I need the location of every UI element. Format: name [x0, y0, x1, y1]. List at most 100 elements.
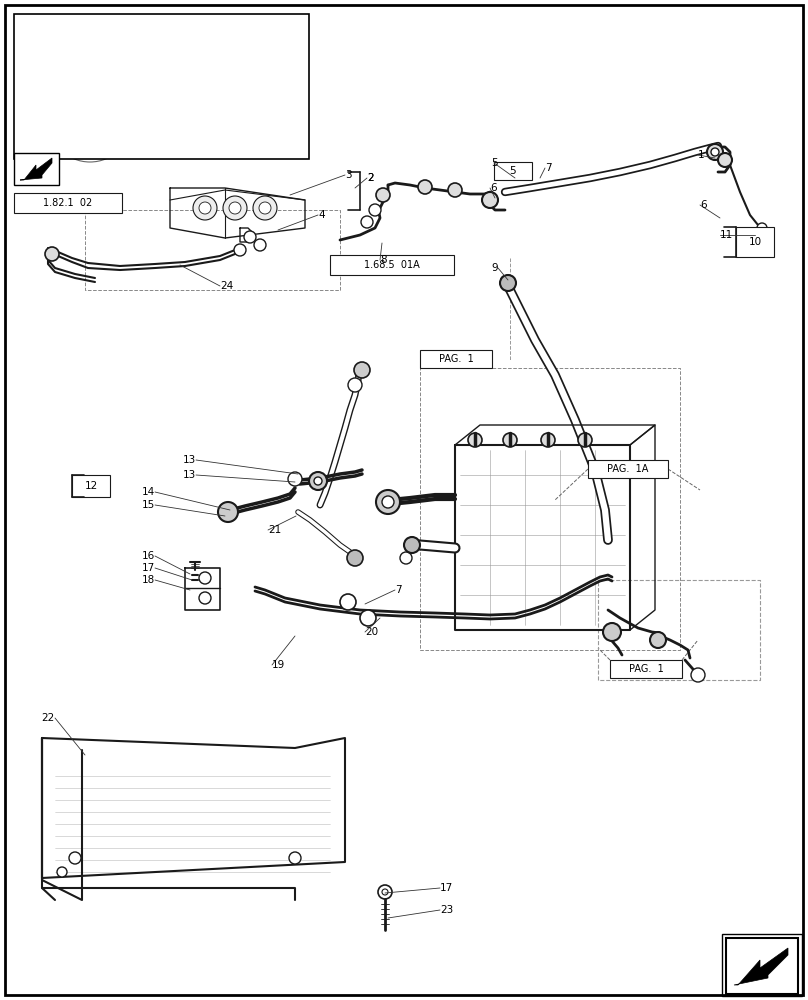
- Circle shape: [229, 202, 241, 214]
- Bar: [610, 660, 682, 678]
- Circle shape: [347, 550, 363, 566]
- Circle shape: [750, 233, 760, 243]
- Circle shape: [500, 275, 516, 291]
- Circle shape: [199, 592, 211, 604]
- Text: 12: 12: [84, 481, 98, 491]
- Text: 15: 15: [141, 500, 155, 510]
- Text: 1.68.5  01A: 1.68.5 01A: [364, 260, 420, 270]
- Text: 9: 9: [491, 263, 498, 273]
- Circle shape: [214, 107, 246, 139]
- Bar: [420, 350, 492, 368]
- Text: 21: 21: [268, 525, 281, 535]
- Circle shape: [361, 216, 373, 228]
- Circle shape: [382, 889, 388, 895]
- Text: 5: 5: [510, 166, 516, 176]
- Circle shape: [757, 223, 767, 233]
- Circle shape: [288, 472, 302, 486]
- Bar: [722, 934, 802, 996]
- Circle shape: [360, 610, 376, 626]
- Bar: [736, 227, 774, 257]
- Circle shape: [382, 496, 394, 508]
- Circle shape: [45, 247, 59, 261]
- Text: 7: 7: [395, 585, 402, 595]
- Circle shape: [193, 196, 217, 220]
- Bar: [72, 475, 110, 497]
- Text: 16: 16: [141, 551, 155, 561]
- Circle shape: [57, 867, 67, 877]
- Text: 23: 23: [440, 905, 453, 915]
- Circle shape: [254, 239, 266, 251]
- Bar: [588, 460, 668, 478]
- Circle shape: [244, 231, 256, 243]
- Circle shape: [482, 192, 498, 208]
- Circle shape: [234, 244, 246, 256]
- Circle shape: [376, 490, 400, 514]
- Circle shape: [468, 433, 482, 447]
- Circle shape: [289, 852, 301, 864]
- Text: 3: 3: [345, 170, 351, 180]
- Circle shape: [314, 477, 322, 485]
- Circle shape: [400, 552, 412, 564]
- Circle shape: [369, 204, 381, 216]
- Text: 18: 18: [141, 575, 155, 585]
- Text: 13: 13: [183, 455, 196, 465]
- Circle shape: [354, 362, 370, 378]
- Circle shape: [218, 502, 238, 522]
- Circle shape: [56, 86, 124, 154]
- Circle shape: [707, 144, 723, 160]
- Circle shape: [711, 148, 719, 156]
- Text: 1.82.1  02: 1.82.1 02: [44, 198, 93, 208]
- Text: 5: 5: [490, 158, 497, 168]
- Text: 7: 7: [545, 163, 552, 173]
- Text: 20: 20: [365, 627, 378, 637]
- Text: 4: 4: [318, 210, 325, 220]
- Circle shape: [199, 202, 211, 214]
- Circle shape: [223, 196, 247, 220]
- Bar: [14, 193, 122, 213]
- Text: 8: 8: [380, 255, 386, 265]
- Text: 11: 11: [720, 230, 733, 240]
- Text: 6: 6: [490, 183, 497, 193]
- Bar: [14, 14, 309, 159]
- Circle shape: [340, 594, 356, 610]
- Circle shape: [208, 101, 252, 145]
- Text: 13: 13: [183, 470, 196, 480]
- Text: PAG.  1: PAG. 1: [629, 664, 663, 674]
- Text: 2: 2: [367, 173, 373, 183]
- Circle shape: [69, 852, 81, 864]
- Text: 17: 17: [440, 883, 453, 893]
- Circle shape: [82, 112, 98, 128]
- Polygon shape: [734, 948, 788, 985]
- Circle shape: [578, 433, 592, 447]
- Circle shape: [418, 180, 432, 194]
- Text: 2: 2: [367, 173, 373, 183]
- Text: PAG.  1: PAG. 1: [439, 354, 473, 364]
- Circle shape: [48, 78, 132, 162]
- Bar: [494, 162, 532, 180]
- Bar: [330, 255, 454, 275]
- Text: 14: 14: [141, 487, 155, 497]
- Circle shape: [503, 433, 517, 447]
- Text: 17: 17: [141, 563, 155, 573]
- Circle shape: [259, 202, 271, 214]
- Circle shape: [253, 196, 277, 220]
- Circle shape: [378, 885, 392, 899]
- Text: 22: 22: [42, 713, 55, 723]
- Text: 6: 6: [700, 200, 707, 210]
- Text: 19: 19: [272, 660, 285, 670]
- Circle shape: [603, 623, 621, 641]
- Text: 1: 1: [698, 150, 705, 160]
- Bar: [14, 153, 59, 185]
- Circle shape: [376, 188, 390, 202]
- Text: 24: 24: [220, 281, 234, 291]
- Bar: [726, 938, 798, 994]
- Circle shape: [348, 378, 362, 392]
- Circle shape: [541, 433, 555, 447]
- Circle shape: [309, 472, 327, 490]
- Polygon shape: [20, 158, 52, 180]
- Text: 10: 10: [748, 237, 762, 247]
- Circle shape: [448, 183, 462, 197]
- Circle shape: [718, 153, 732, 167]
- Circle shape: [650, 632, 666, 648]
- Circle shape: [199, 572, 211, 584]
